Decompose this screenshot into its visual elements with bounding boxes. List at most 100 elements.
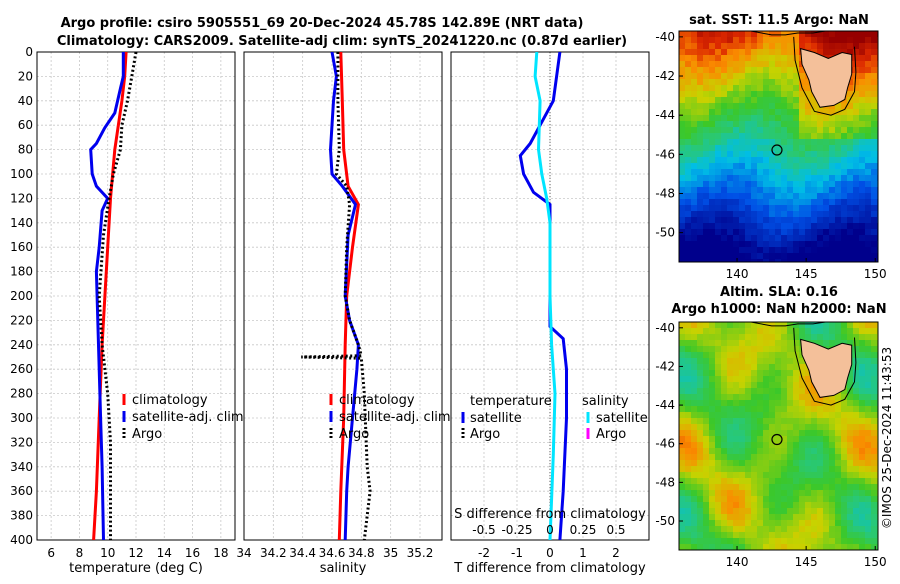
x-axis-label: salinity xyxy=(320,561,367,576)
y-tick-label: 20 xyxy=(18,69,33,83)
x-tick-label: 8 xyxy=(76,546,84,560)
x-tick-label-salinity: -0.5 xyxy=(472,523,495,537)
y-tick-label: 0 xyxy=(25,45,33,59)
map-lat-label: -46 xyxy=(655,147,675,161)
sla-map-title: Altim. SLA: 0.16 xyxy=(720,285,838,300)
argo-position-marker xyxy=(771,433,783,446)
x-tick-label: 2 xyxy=(612,546,620,560)
x-tick-label: 6 xyxy=(47,546,55,560)
legend-label: Argo xyxy=(596,427,626,442)
legend-label: satellite xyxy=(596,411,648,426)
x-tick-label: 1 xyxy=(579,546,587,560)
y-tick-label: 320 xyxy=(10,435,33,449)
x-tick-label: 35 xyxy=(383,546,398,560)
y-tick-label: 260 xyxy=(10,362,33,376)
map-lat-label: -44 xyxy=(655,398,675,412)
x-axis-label: T difference from climatology xyxy=(453,561,646,576)
tasmania-land xyxy=(800,47,853,108)
legend-label: Argo xyxy=(339,427,369,442)
map-lon-label: 150 xyxy=(864,555,887,569)
series-line-climatology xyxy=(92,52,128,540)
sst-map: -40 -42 -44 -46 -48 -50 140 145 150 xyxy=(655,30,886,281)
x-tick-label: 34.4 xyxy=(289,546,316,560)
map-lat-label: -48 xyxy=(655,475,675,489)
map-frame xyxy=(678,321,879,551)
panel-temperature: 0 20 40 60 80 100 120 140 160 180 200 220 240 260 280 3… xyxy=(10,45,244,576)
y-tick-label: 80 xyxy=(18,143,33,157)
panel-frame xyxy=(243,51,443,541)
shelf-contour xyxy=(793,327,857,406)
series-line-satellite-adj-clim xyxy=(89,52,125,540)
x-tick-label: -2 xyxy=(478,546,490,560)
x-tick-label: 18 xyxy=(213,546,228,560)
x-axis-label-salinity-diff: S difference from climatology xyxy=(454,507,646,522)
mainland-coastline xyxy=(750,322,826,327)
imos-timestamp: ©IMOS 25-Dec-2024 11:43:53 xyxy=(880,347,894,529)
mainland-coastline xyxy=(750,31,826,36)
map-lon-label: 140 xyxy=(726,267,749,281)
series-line-climatology xyxy=(337,52,360,540)
map-field xyxy=(679,322,878,550)
x-tick-label: 12 xyxy=(128,546,143,560)
sst-map-title: sat. SST: 11.5 Argo: NaN xyxy=(689,13,869,28)
legend-label: Argo xyxy=(470,427,500,442)
y-tick-label: 220 xyxy=(10,313,33,327)
x-tick-label: 35.2 xyxy=(407,546,434,560)
figure-title-line1: Argo profile: csiro 5905551_69 20-Dec-20… xyxy=(61,16,584,31)
shelf-contour xyxy=(793,36,857,116)
y-tick-label: 60 xyxy=(18,118,33,132)
map-frame xyxy=(678,30,879,263)
map-lat-label: -48 xyxy=(655,186,675,200)
x-tick-label-salinity: 0.5 xyxy=(606,523,625,537)
legend-label: climatology xyxy=(132,393,208,408)
figure-title-line2: Climatology: CARS2009. Satellite-adj cli… xyxy=(57,34,627,49)
y-tick-label: 400 xyxy=(10,533,33,547)
x-tick-label: 34.2 xyxy=(260,546,287,560)
x-tick-label: -1 xyxy=(511,546,523,560)
x-tick-label-salinity: 0 xyxy=(546,523,554,537)
x-tick-label: 16 xyxy=(185,546,200,560)
map-lat-label: -42 xyxy=(655,359,675,373)
map-lat-label: -44 xyxy=(655,108,675,122)
map-lon-label: 145 xyxy=(795,555,818,569)
y-tick-label: 360 xyxy=(10,484,33,498)
map-lat-label: -50 xyxy=(655,226,675,240)
legend-label: satellite-adj. clim xyxy=(339,410,451,425)
map-lat-label: -46 xyxy=(655,437,675,451)
y-tick-label: 160 xyxy=(10,240,33,254)
legend-label: Argo xyxy=(132,427,162,442)
map-field xyxy=(679,31,878,262)
series-line-argo xyxy=(97,52,138,540)
tasmania-land xyxy=(800,338,853,398)
series-line-argo xyxy=(301,52,372,540)
map-lat-label: -50 xyxy=(655,514,675,528)
legend-label: climatology xyxy=(339,393,415,408)
series-line-salinity-satellite xyxy=(533,52,557,540)
map-lon-label: 150 xyxy=(864,267,887,281)
sla-map: -40 -42 -44 -46 -48 -50 140 145 150 xyxy=(655,321,886,569)
legend-label: satellite xyxy=(470,411,522,426)
y-tick-label: 340 xyxy=(10,460,33,474)
profile-panels: 0204060801001201401601802002202402602803… xyxy=(10,45,650,576)
map-lat-label: -40 xyxy=(655,321,675,335)
panel-difference: -2 -1 0 1 2T difference from climatology temp… xyxy=(450,51,650,576)
x-tick-label-salinity: 0.25 xyxy=(570,523,597,537)
y-tick-label: 280 xyxy=(10,387,33,401)
y-tick-label: 200 xyxy=(10,289,33,303)
y-tick-label: 40 xyxy=(18,94,33,108)
map-lat-label: -42 xyxy=(655,69,675,83)
map-lon-label: 140 xyxy=(726,555,749,569)
y-tick-label: 300 xyxy=(10,411,33,425)
y-tick-label: 240 xyxy=(10,338,33,352)
y-tick-label: 180 xyxy=(10,265,33,279)
map-lon-label: 145 xyxy=(795,267,818,281)
x-tick-label: 0 xyxy=(546,546,554,560)
x-tick-label: 10 xyxy=(100,546,115,560)
legend-label: satellite-adj. clim xyxy=(132,410,244,425)
x-tick-label: 14 xyxy=(157,546,172,560)
y-tick-label: 120 xyxy=(10,191,33,205)
x-tick-label-salinity: -0.25 xyxy=(501,523,532,537)
x-tick-label: 34.8 xyxy=(348,546,375,560)
panel-salinity: 34 34.2 34.4 34.6 34.8 35 35.2 salinity climatol… xyxy=(236,51,451,576)
